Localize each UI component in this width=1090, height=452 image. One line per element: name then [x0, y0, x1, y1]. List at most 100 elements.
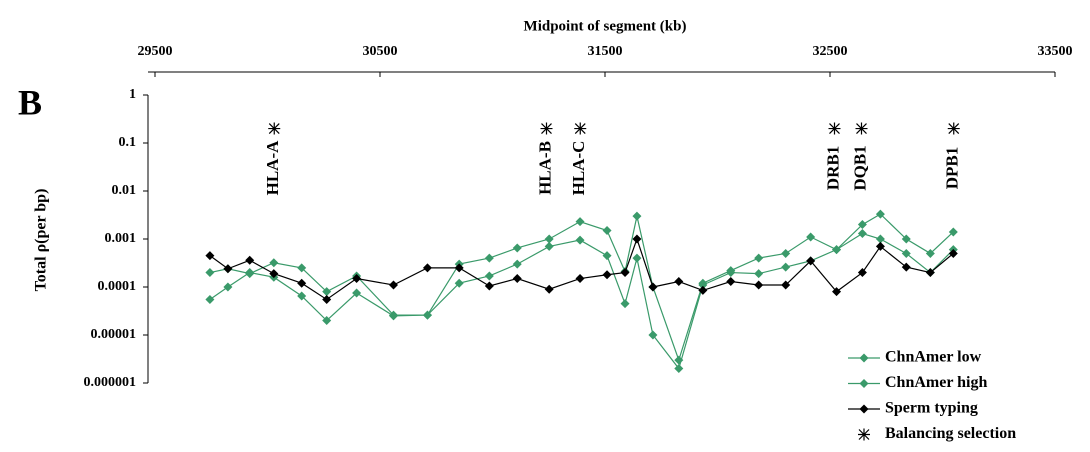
y-axis-title: Total ρ(per bp) [33, 189, 50, 292]
gene-label: HLA-A [263, 140, 282, 196]
point [947, 122, 960, 135]
y-tick-label: 1 [129, 87, 136, 102]
point [484, 271, 494, 281]
x-tick-label: 32500 [813, 44, 848, 59]
point [322, 294, 332, 304]
series-line [209, 237, 954, 301]
point [754, 280, 764, 290]
point [806, 232, 816, 242]
point [754, 269, 764, 279]
point [698, 278, 708, 288]
point [901, 234, 911, 244]
point [602, 270, 612, 280]
point [268, 122, 281, 135]
point [223, 264, 233, 274]
gene-label: HLA-C [569, 141, 588, 196]
legend-label: ChnAmer high [885, 374, 987, 391]
point [575, 274, 585, 284]
point [948, 227, 958, 237]
point [322, 316, 332, 326]
point [632, 234, 642, 244]
point [875, 234, 885, 244]
point [875, 241, 885, 251]
legend-label: ChnAmer low [885, 349, 982, 366]
point [512, 259, 522, 269]
point [857, 268, 867, 278]
point [322, 287, 332, 297]
point [901, 262, 911, 272]
point [698, 285, 708, 295]
point [223, 282, 233, 292]
point [781, 262, 791, 272]
series-line [209, 232, 954, 370]
point [540, 122, 553, 135]
point [875, 209, 885, 219]
point [544, 241, 554, 251]
point [269, 269, 279, 279]
point [512, 274, 522, 284]
y-tick-label: 0.00001 [91, 327, 137, 342]
point [832, 287, 842, 297]
point [602, 251, 612, 261]
point [632, 211, 642, 221]
legend-marker [859, 353, 869, 363]
gene-label: DQB1 [850, 145, 869, 190]
point [484, 253, 494, 263]
legend-label: Balancing selection [885, 425, 1016, 442]
x-axis-title: Midpoint of segment (kb) [524, 18, 687, 34]
series-line [209, 213, 954, 362]
legend-label: Sperm typing [885, 400, 978, 417]
point [901, 248, 911, 258]
point [575, 217, 585, 227]
point [205, 251, 215, 261]
point [828, 122, 841, 135]
point [389, 280, 398, 290]
point [245, 269, 255, 279]
point [925, 268, 935, 278]
point [297, 291, 307, 301]
point [205, 294, 215, 304]
point [574, 122, 587, 135]
x-tick-label: 29500 [138, 44, 173, 59]
point [575, 235, 585, 245]
gene-label: DPB1 [943, 147, 962, 190]
point [857, 220, 867, 230]
legend-marker [859, 379, 869, 388]
point [648, 282, 658, 292]
point [674, 277, 684, 287]
point [632, 253, 642, 263]
point [620, 268, 630, 278]
point [925, 248, 935, 258]
point [781, 248, 791, 258]
point [544, 284, 554, 294]
point [454, 278, 464, 288]
point [352, 274, 362, 284]
point [389, 310, 398, 320]
point [648, 330, 658, 340]
point [297, 263, 307, 273]
point [855, 122, 868, 135]
legend-marker [859, 404, 869, 414]
point [512, 243, 522, 253]
y-tick-label: 0.01 [112, 183, 137, 198]
legend-marker [858, 428, 870, 441]
point [781, 280, 791, 290]
point [205, 268, 215, 278]
point [297, 278, 307, 288]
point [484, 281, 494, 291]
point [726, 266, 736, 276]
point [620, 299, 630, 309]
point [674, 355, 684, 365]
y-tick-label: 0.001 [105, 231, 137, 246]
point [544, 234, 554, 244]
point [454, 263, 464, 273]
panel-label: B [18, 82, 42, 122]
point [422, 263, 432, 273]
x-tick-label: 31500 [588, 44, 623, 59]
y-tick-label: 0.000001 [84, 375, 137, 390]
point [602, 226, 612, 236]
point [832, 245, 842, 255]
point [806, 256, 816, 266]
x-tick-label: 33500 [1038, 44, 1073, 59]
